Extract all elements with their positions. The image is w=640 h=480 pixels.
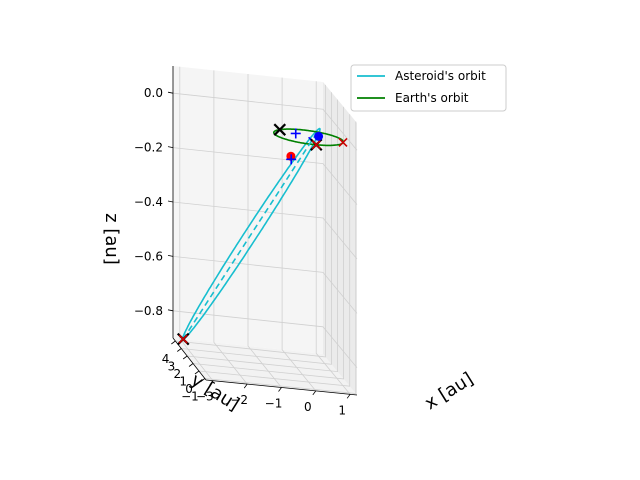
- x-marker-0: [273, 123, 287, 136]
- x-marker-stroke-b: [311, 140, 321, 150]
- axis-lines: [167, 66, 358, 399]
- z-tick-mark-1: [167, 255, 174, 257]
- grid-lines: [172, 66, 358, 395]
- y-tick-label-5: 4: [162, 352, 170, 366]
- legend-box: [350, 64, 507, 112]
- x-tick-mark-0: [209, 380, 214, 385]
- z-tick-label-2: −0.4: [134, 195, 163, 209]
- x-gridline-0: [179, 66, 214, 381]
- legend-label-earth: Earth's orbit: [395, 91, 469, 105]
- z-tick-mark-3: [167, 146, 174, 148]
- plus-marker-8: [290, 128, 301, 139]
- z-gridline-0: [172, 310, 358, 369]
- y-tick-label-4: 3: [168, 360, 176, 374]
- x-gridline-4: [315, 81, 351, 395]
- x-tick-label-1: −2: [230, 393, 248, 407]
- dot-marker-7: [314, 131, 324, 141]
- y-tick-label-2: 1: [179, 375, 187, 389]
- x-marker-stroke-b: [273, 123, 287, 136]
- x-axis-label: x [au]: [421, 368, 477, 414]
- dashed-line-0: [182, 128, 321, 340]
- z-tick-mark-4: [167, 91, 174, 94]
- x-marker-stroke-b: [338, 137, 348, 147]
- legend-label-asteroid: Asteroid's orbit: [395, 69, 486, 83]
- x-tick-mark-3: [312, 390, 317, 396]
- y-tick-mark-1: [194, 370, 200, 375]
- x-tick-mark-4: [346, 394, 351, 399]
- asteroid-orbit-line: [182, 127, 321, 340]
- z-tick-mark-0: [167, 309, 174, 312]
- z-axis-label: z [au]: [101, 213, 122, 265]
- y-tick-mark-2: [188, 363, 194, 367]
- z-gridline-1: [172, 256, 358, 314]
- x-tick-mark-2: [278, 387, 282, 392]
- y-tick-label-0: −1: [181, 390, 199, 404]
- x-tick-mark-1: [243, 383, 248, 389]
- y-tick-mark-0: [200, 378, 206, 382]
- y-tick-mark-3: [182, 355, 188, 360]
- orbit-markers: [176, 123, 348, 346]
- axes-panes: [173, 66, 357, 395]
- y-gridline-0: [204, 121, 357, 394]
- z-tick-label-1: −0.6: [134, 249, 163, 263]
- z-gridline-3: [172, 147, 358, 205]
- x-tick-label-3: 0: [304, 400, 312, 414]
- z-tick-label-4: 0.0: [144, 86, 163, 100]
- z-gridline-4: [172, 92, 358, 151]
- x-marker-5: [311, 140, 321, 150]
- x-marker-stroke-b: [178, 334, 188, 344]
- plus-marker-9: [286, 154, 297, 165]
- y-gridline-1: [198, 114, 351, 387]
- x-tick-label-2: −1: [265, 397, 283, 411]
- y-tick-label-3: 2: [174, 367, 182, 381]
- z-tick-label-3: −0.2: [134, 141, 163, 155]
- y-gridline-3: [187, 99, 339, 373]
- z-tick-label-0: −0.8: [134, 304, 163, 318]
- y-gridline-2: [192, 106, 345, 380]
- z-gridline-2: [172, 201, 358, 260]
- x-gridline-3: [281, 77, 317, 392]
- x-gridline-2: [247, 74, 282, 388]
- x-marker-3: [178, 334, 188, 344]
- x-tick-label-4: 1: [338, 403, 346, 417]
- y-gridline-4: [181, 92, 332, 365]
- y-tick-mark-5: [171, 340, 176, 345]
- x-marker-4: [338, 137, 348, 147]
- x-tick-label-0: −3: [196, 390, 214, 404]
- y-tick-label-1: 0: [185, 382, 193, 396]
- z-tick-mark-2: [167, 200, 174, 203]
- y-gridline-5: [175, 84, 326, 358]
- x-gridline-1: [213, 70, 248, 385]
- y-tick-mark-4: [177, 348, 182, 352]
- legend: Asteroid's orbit Earth's orbit: [350, 64, 507, 112]
